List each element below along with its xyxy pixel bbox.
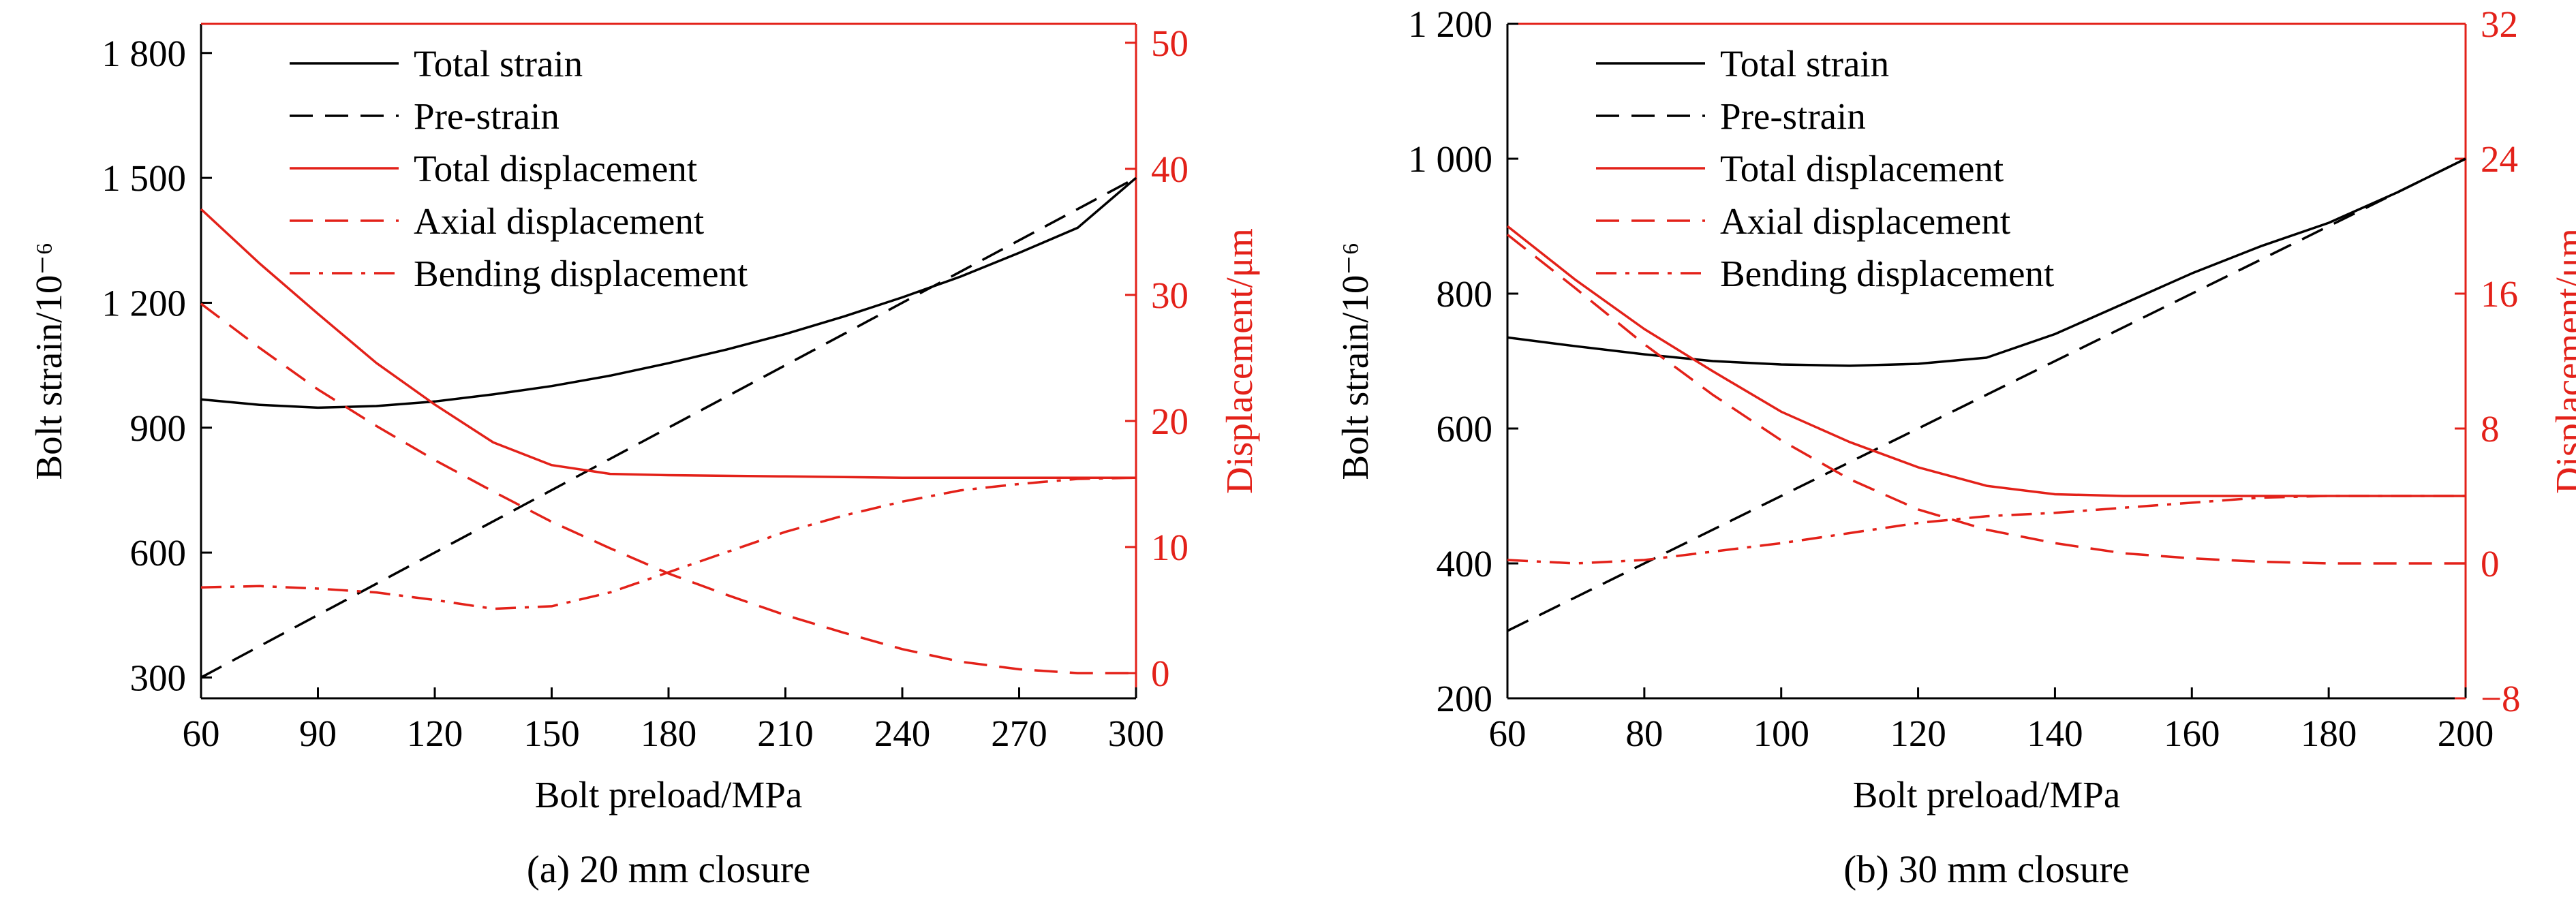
x-tick-label: 270 xyxy=(991,713,1047,754)
x-tick-label: 240 xyxy=(874,713,931,754)
y-tick-label: 300 xyxy=(130,657,187,698)
x-tick-label: 60 xyxy=(1489,713,1527,754)
series-line-pre-strain xyxy=(1507,157,2466,632)
y-tick-label: 800 xyxy=(1437,273,1493,315)
legend-label: Total strain xyxy=(414,43,583,84)
y2-axis-title: Displacement/μm xyxy=(2548,228,2576,494)
y2-tick-label: 20 xyxy=(1151,401,1189,442)
y-tick-label: 200 xyxy=(1437,678,1493,719)
y2-tick-label: 0 xyxy=(1151,653,1170,694)
x-tick-label: 150 xyxy=(523,713,580,754)
x-tick-label: 90 xyxy=(299,713,337,754)
x-axis-title: Bolt preload/MPa xyxy=(535,774,803,815)
series-line-bending-displacement xyxy=(1507,495,2466,565)
x-tick-label: 60 xyxy=(183,713,220,754)
x-tick-label: 210 xyxy=(757,713,814,754)
y-tick-label: 1 800 xyxy=(102,33,186,74)
y-tick-label: 400 xyxy=(1437,543,1493,585)
chart-caption: (a) 20 mm closure xyxy=(527,848,810,891)
x-tick-label: 140 xyxy=(2027,713,2083,754)
y2-tick-label: 10 xyxy=(1151,527,1189,568)
y2-tick-label: 40 xyxy=(1151,149,1189,190)
series-line-total-strain xyxy=(1507,157,2466,367)
y2-tick-label: 0 xyxy=(2481,543,2500,585)
y-tick-label: 1 500 xyxy=(102,157,186,199)
legend-label: Pre-strain xyxy=(1720,95,1866,137)
y2-tick-label: 50 xyxy=(1151,22,1189,64)
series-line-total-strain xyxy=(200,176,1137,409)
y-axis-title: Bolt strain/10⁻⁶ xyxy=(1334,242,1376,480)
x-tick-label: 120 xyxy=(407,713,463,754)
x-tick-label: 100 xyxy=(1753,713,1809,754)
legend-label: Axial displacement xyxy=(1720,200,2010,242)
y2-tick-label: 24 xyxy=(2481,138,2518,180)
legend-label: Total strain xyxy=(1720,43,1889,84)
legend-label: Axial displacement xyxy=(414,200,704,242)
x-tick-label: 120 xyxy=(1890,713,1946,754)
y2-tick-label: 16 xyxy=(2481,273,2518,315)
series-line-total-displacement xyxy=(200,208,1136,479)
legend-label: Pre-strain xyxy=(414,95,559,137)
x-axis-title: Bolt preload/MPa xyxy=(1853,774,2121,815)
legend-label: Bending displacement xyxy=(1720,253,2054,294)
x-tick-label: 180 xyxy=(2301,713,2357,754)
y2-tick-label: −8 xyxy=(2481,678,2521,719)
y-tick-label: 1 200 xyxy=(1408,3,1492,45)
series-line-total-displacement xyxy=(1506,225,2466,497)
x-tick-label: 200 xyxy=(2438,713,2494,754)
legend-label: Total displacement xyxy=(414,148,697,189)
y2-tick-label: 32 xyxy=(2481,3,2518,45)
x-tick-label: 80 xyxy=(1625,713,1663,754)
series-line-bending-displacement xyxy=(200,476,1137,610)
x-tick-label: 300 xyxy=(1108,713,1165,754)
y-tick-label: 600 xyxy=(130,532,187,574)
y2-axis-title: Displacement/μm xyxy=(1218,228,1260,494)
y2-tick-label: 30 xyxy=(1151,275,1189,316)
y-tick-label: 600 xyxy=(1437,408,1493,450)
y-tick-label: 1 200 xyxy=(102,282,186,324)
y-tick-label: 1 000 xyxy=(1408,138,1492,180)
x-tick-label: 160 xyxy=(2164,713,2220,754)
y2-tick-label: 8 xyxy=(2481,408,2500,450)
legend-label: Total displacement xyxy=(1720,148,2004,189)
y-axis-title: Bolt strain/10⁻⁶ xyxy=(28,242,70,480)
x-tick-label: 180 xyxy=(641,713,697,754)
y-tick-label: 900 xyxy=(130,407,187,449)
legend-label: Bending displacement xyxy=(414,253,748,294)
series-line-axial-displacement xyxy=(1506,234,2466,565)
series-line-axial-displacement xyxy=(200,302,1136,674)
chart-caption: (b) 30 mm closure xyxy=(1843,848,2129,891)
